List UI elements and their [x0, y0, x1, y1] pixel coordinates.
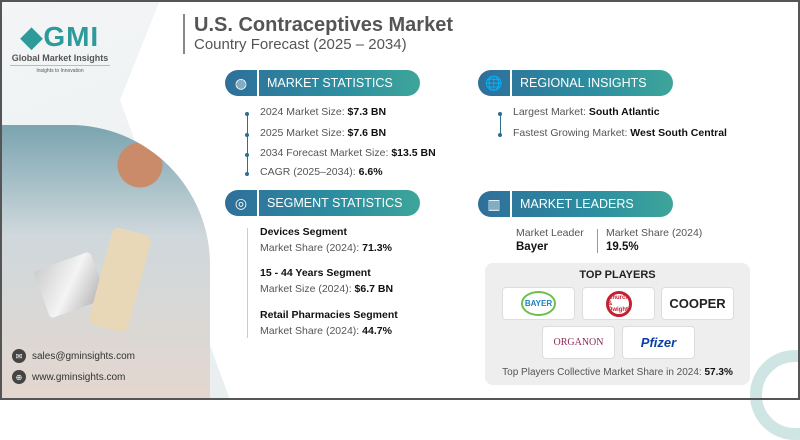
element	[597, 229, 598, 253]
market-statistics-items-3-label: CAGR (2025–2034):	[260, 166, 359, 178]
element: Market Size (2024): $6.7 BN	[260, 283, 393, 295]
top-players-box: TOP PLAYERS BAYER Church & Dwight COOPER…	[485, 263, 750, 385]
element	[245, 153, 249, 157]
element: Church & Dwight	[582, 287, 655, 320]
email-contact[interactable]: ✉ sales@gminsights.com	[12, 349, 135, 363]
element	[498, 133, 502, 137]
market-leaders-header: ▥ MARKET LEADERS	[478, 191, 673, 217]
top-players-logos-1: Church & Dwight	[605, 290, 632, 317]
element: 15 - 44 Years Segment	[260, 267, 371, 279]
element: Bayer	[516, 241, 548, 253]
market-leaders-leader-label: Market Leader	[516, 227, 584, 239]
element: ORGANON	[542, 326, 615, 359]
page-subtitle: Country Forecast (2025 – 2034)	[194, 36, 407, 53]
element	[247, 228, 248, 338]
element: Pfizer	[622, 326, 695, 359]
regional-insights-items-0-value: South Atlantic	[588, 106, 660, 118]
largest-market: Largest Market: South Atlantic	[513, 106, 660, 118]
element	[500, 114, 501, 134]
element: Market Share (2024): 44.7%	[260, 325, 392, 337]
top-players-collective-value: 57.3%	[704, 367, 733, 378]
regional-insights-items-1-label: Fastest Growing Market:	[513, 127, 631, 139]
stat-cagr: CAGR (2025–2034): 6.6%	[260, 166, 383, 178]
segment-statistics-label: SEGMENT STATISTICS	[267, 196, 403, 210]
stat-2025: 2025 Market Size: $7.6 BN	[260, 127, 386, 139]
element: Top Players Collective Market Share in 2…	[485, 367, 750, 378]
stat-2034: 2034 Forecast Market Size: $13.5 BN	[260, 147, 436, 159]
globe-chart-icon: ◍	[225, 70, 259, 96]
page-title: U.S. Contraceptives Market	[194, 14, 453, 36]
top-players-logos-4: Pfizer	[640, 335, 677, 350]
market-leaders-share-label: Market Share (2024)	[606, 227, 703, 239]
email-icon: ✉	[12, 349, 26, 363]
fastest-growing-market: Fastest Growing Market: West South Centr…	[513, 127, 727, 139]
website-contact[interactable]: ⊕ www.gminsights.com	[12, 370, 125, 384]
segment-statistics-header: ◎ SEGMENT STATISTICS	[225, 190, 420, 216]
top-players-collective-label: Top Players Collective Market Share in 2…	[502, 367, 705, 378]
brand-logo-text: GMI	[43, 21, 100, 52]
market-statistics-items-1-label: 2025 Market Size:	[260, 127, 348, 139]
segment-statistics-items-2-value: 44.7%	[362, 325, 392, 337]
regional-insights-label: REGIONAL INSIGHTS	[520, 76, 647, 90]
building-chart-icon: ▥	[478, 191, 512, 217]
brand-name: Global Market Insights	[11, 53, 109, 63]
regional-insights-items-0-label: Largest Market:	[513, 106, 589, 118]
brand-tagline: Insights to Innovation	[10, 65, 110, 74]
element	[245, 172, 249, 176]
segment-statistics-items-0-title: Devices Segment	[260, 226, 347, 238]
contact-email: sales@gminsights.com	[32, 350, 135, 362]
globe-icon: 🌐	[478, 70, 512, 96]
market-statistics-items-2-value: $13.5 BN	[391, 147, 436, 159]
element: 19.5%	[606, 241, 639, 253]
element: Market Share (2024): 71.3%	[260, 242, 392, 254]
element: COOPER	[661, 287, 734, 320]
market-leaders-label: MARKET LEADERS	[520, 197, 634, 211]
segment-statistics-items-0-value: 71.3%	[362, 242, 392, 254]
top-players-logos-3: ORGANON	[553, 337, 604, 348]
element	[498, 112, 502, 116]
top-players-logos-2: COOPER	[669, 296, 726, 311]
market-statistics-header: ◍ MARKET STATISTICS	[225, 70, 420, 96]
regional-insights-items-1-value: West South Central	[630, 127, 727, 139]
segment-statistics-items-2-title: Retail Pharmacies Segment	[260, 309, 398, 321]
element	[245, 112, 249, 116]
globe-icon: ⊕	[12, 370, 26, 384]
market-statistics-items-1-value: $7.6 BN	[347, 127, 387, 139]
element: Retail Pharmacies Segment	[260, 309, 398, 321]
stat-2024: 2024 Market Size: $7.3 BN	[260, 106, 386, 118]
market-statistics-items-3-value: 6.6%	[358, 166, 383, 178]
top-players-logos-0: BAYER	[520, 291, 557, 316]
element: ◆	[20, 21, 44, 52]
segment-statistics-items-0-label: Market Share (2024):	[260, 242, 363, 254]
element	[247, 114, 248, 174]
market-statistics-items-2-label: 2034 Forecast Market Size:	[260, 147, 392, 159]
target-chart-icon: ◎	[225, 190, 259, 216]
market-leaders-leader: Bayer	[516, 241, 548, 253]
market-statistics-items-0-label: 2024 Market Size:	[260, 106, 348, 118]
segment-statistics-items-1-title: 15 - 44 Years Segment	[260, 267, 371, 279]
market-leaders-share: 19.5%	[606, 241, 639, 253]
market-statistics-items-0-value: $7.3 BN	[347, 106, 387, 118]
element	[245, 133, 249, 137]
segment-statistics-items-1-label: Market Size (2024):	[260, 283, 355, 295]
regional-insights-header: 🌐 REGIONAL INSIGHTS	[478, 70, 673, 96]
segment-statistics-items-1-value: $6.7 BN	[354, 283, 394, 295]
page-header: U.S. Contraceptives Market Country Forec…	[183, 14, 453, 54]
top-players-title: TOP PLAYERS	[579, 269, 656, 281]
element: BAYER	[502, 287, 575, 320]
contact-website: www.gminsights.com	[32, 371, 126, 383]
element	[0, 0, 800, 400]
element: Devices Segment	[260, 226, 347, 238]
element: ◆GMI	[10, 20, 110, 53]
market-statistics-label: MARKET STATISTICS	[267, 76, 393, 90]
gmi-logo: ◆GMI Global Market Insights Insights to …	[10, 20, 110, 74]
segment-statistics-items-2-label: Market Share (2024):	[260, 325, 363, 337]
